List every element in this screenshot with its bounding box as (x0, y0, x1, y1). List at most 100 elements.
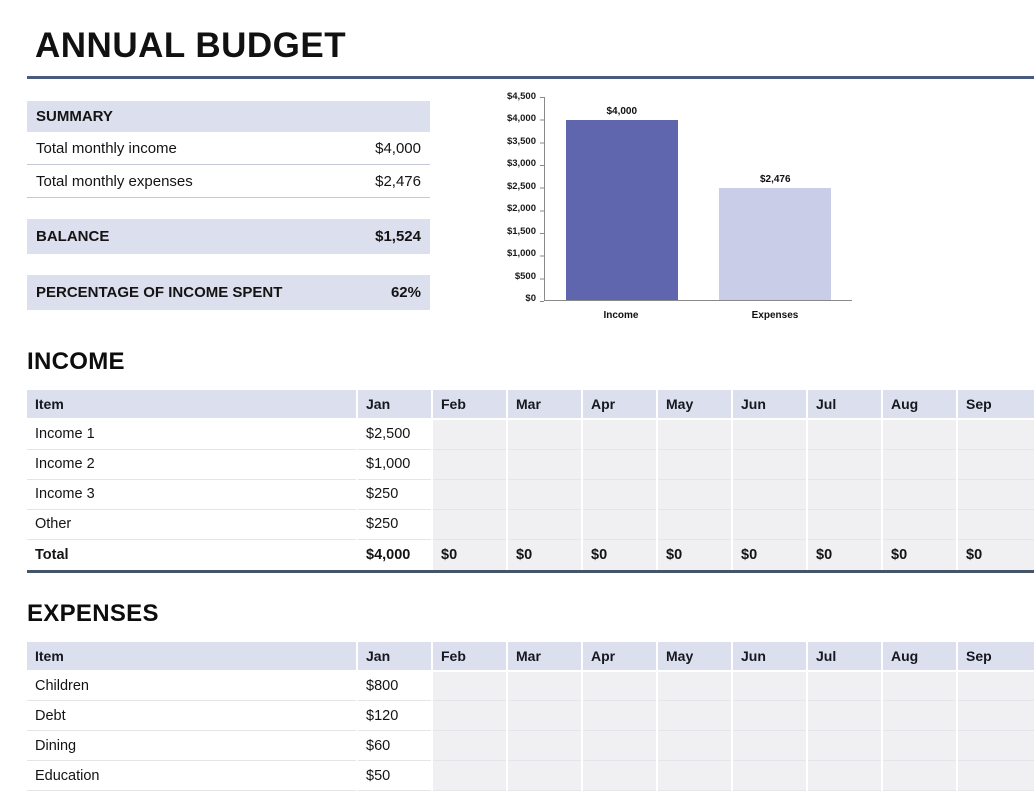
column-header-jul: Jul (806, 390, 882, 420)
item-cell: Debt (27, 700, 357, 731)
column-header-mar: Mar (506, 390, 582, 420)
income-expenses-bar-chart: $4,500 $4,000 $3,500 $3,000 $2,500 $2,00… (498, 92, 853, 321)
item-cell: Income 3 (27, 479, 357, 510)
column-header-sep: Sep (956, 390, 1034, 420)
cell (881, 730, 957, 761)
cell (431, 670, 507, 701)
x-tick-label-income: Income (603, 310, 639, 321)
y-tick-label: $4,000 (506, 113, 536, 125)
cell (806, 760, 882, 791)
total-value-cell: $0 (881, 539, 957, 573)
cell (656, 449, 732, 480)
value-cell: $60 (356, 730, 432, 761)
expenses-bar (719, 188, 832, 300)
item-cell: Children (27, 670, 357, 701)
total-value-cell: $0 (806, 539, 882, 573)
balance-label: BALANCE (36, 228, 110, 245)
total-value-cell: $0 (581, 539, 657, 573)
column-header-item: Item (27, 641, 357, 672)
y-tick-label: $0 (525, 292, 536, 304)
item-cell: Income 1 (27, 419, 357, 450)
cell (806, 509, 882, 540)
cell (431, 509, 507, 540)
cell (731, 760, 807, 791)
chart-y-axis: $4,500 $4,000 $3,500 $3,000 $2,500 $2,00… (498, 92, 544, 304)
column-header-jun: Jun (731, 390, 807, 420)
column-header-may: May (656, 390, 732, 420)
cell (731, 449, 807, 480)
summary-value: $2,476 (375, 173, 421, 190)
expenses-bar-column: $2,476 (699, 97, 853, 300)
cell (581, 419, 657, 450)
cell (431, 449, 507, 480)
summary-row-expenses: Total monthly expenses $2,476 (27, 165, 430, 198)
balance-value: $1,524 (375, 228, 421, 245)
total-label-cell: Total (27, 539, 357, 573)
cell (581, 670, 657, 701)
percent-spent-label: PERCENTAGE OF INCOME SPENT (36, 284, 283, 301)
cell (731, 700, 807, 731)
y-tick-label: $2,500 (506, 180, 536, 192)
column-header-jan: Jan (356, 641, 432, 672)
item-cell: Dining (27, 730, 357, 761)
expenses-section-heading: EXPENSES (27, 599, 159, 627)
value-cell: $50 (356, 760, 432, 791)
cell (581, 509, 657, 540)
column-header-jul: Jul (806, 641, 882, 672)
expenses-bar-value-label: $2,476 (759, 174, 791, 186)
cell (506, 700, 582, 731)
cell (506, 509, 582, 540)
summary-label: Total monthly income (36, 140, 177, 157)
column-header-apr: Apr (581, 641, 657, 672)
cell (656, 730, 732, 761)
table-row: Debt $120 (27, 700, 1034, 731)
total-value-cell: $0 (656, 539, 732, 573)
cell (506, 479, 582, 510)
cell (431, 730, 507, 761)
cell (881, 700, 957, 731)
cell (431, 760, 507, 791)
summary-label: Total monthly expenses (36, 173, 193, 190)
cell (956, 479, 1034, 510)
value-cell: $2,500 (356, 419, 432, 450)
cell (581, 730, 657, 761)
cell (731, 730, 807, 761)
expenses-header-row: Item Jan Feb Mar Apr May Jun Jul Aug Sep (27, 641, 1034, 672)
income-bar (565, 119, 678, 300)
table-row: Income 3 $250 (27, 479, 1034, 510)
cell (956, 449, 1034, 480)
balance-row: BALANCE $1,524 (27, 219, 430, 254)
cell (656, 670, 732, 701)
cell (731, 479, 807, 510)
value-cell: $800 (356, 670, 432, 701)
column-header-feb: Feb (431, 390, 507, 420)
total-value-cell: $0 (506, 539, 582, 573)
total-value-cell: $0 (956, 539, 1034, 573)
cell (956, 509, 1034, 540)
y-tick-label: $3,500 (506, 135, 536, 147)
total-value-cell: $0 (431, 539, 507, 573)
cell (806, 419, 882, 450)
cell (656, 509, 732, 540)
cell (806, 700, 882, 731)
cell (731, 509, 807, 540)
cell (881, 760, 957, 791)
y-tick-label: $4,500 (506, 91, 536, 102)
cell (506, 449, 582, 480)
column-header-mar: Mar (506, 641, 582, 672)
cell (656, 700, 732, 731)
summary-section: SUMMARY Total monthly income $4,000 Tota… (27, 101, 430, 321)
income-bar-column: $4,000 (545, 97, 699, 300)
cell (956, 730, 1034, 761)
percent-spent-value: 62% (390, 284, 421, 301)
cell (656, 419, 732, 450)
table-row: Other $250 (27, 509, 1034, 540)
summary-row-income: Total monthly income $4,000 (27, 132, 430, 165)
value-cell: $250 (356, 509, 432, 540)
column-header-aug: Aug (881, 390, 957, 420)
cell (581, 700, 657, 731)
x-tick-label-expenses: Expenses (751, 310, 799, 321)
column-header-aug: Aug (881, 641, 957, 672)
expenses-table: Item Jan Feb Mar Apr May Jun Jul Aug Sep… (27, 641, 1034, 791)
top-section: SUMMARY Total monthly income $4,000 Tota… (27, 92, 1034, 321)
